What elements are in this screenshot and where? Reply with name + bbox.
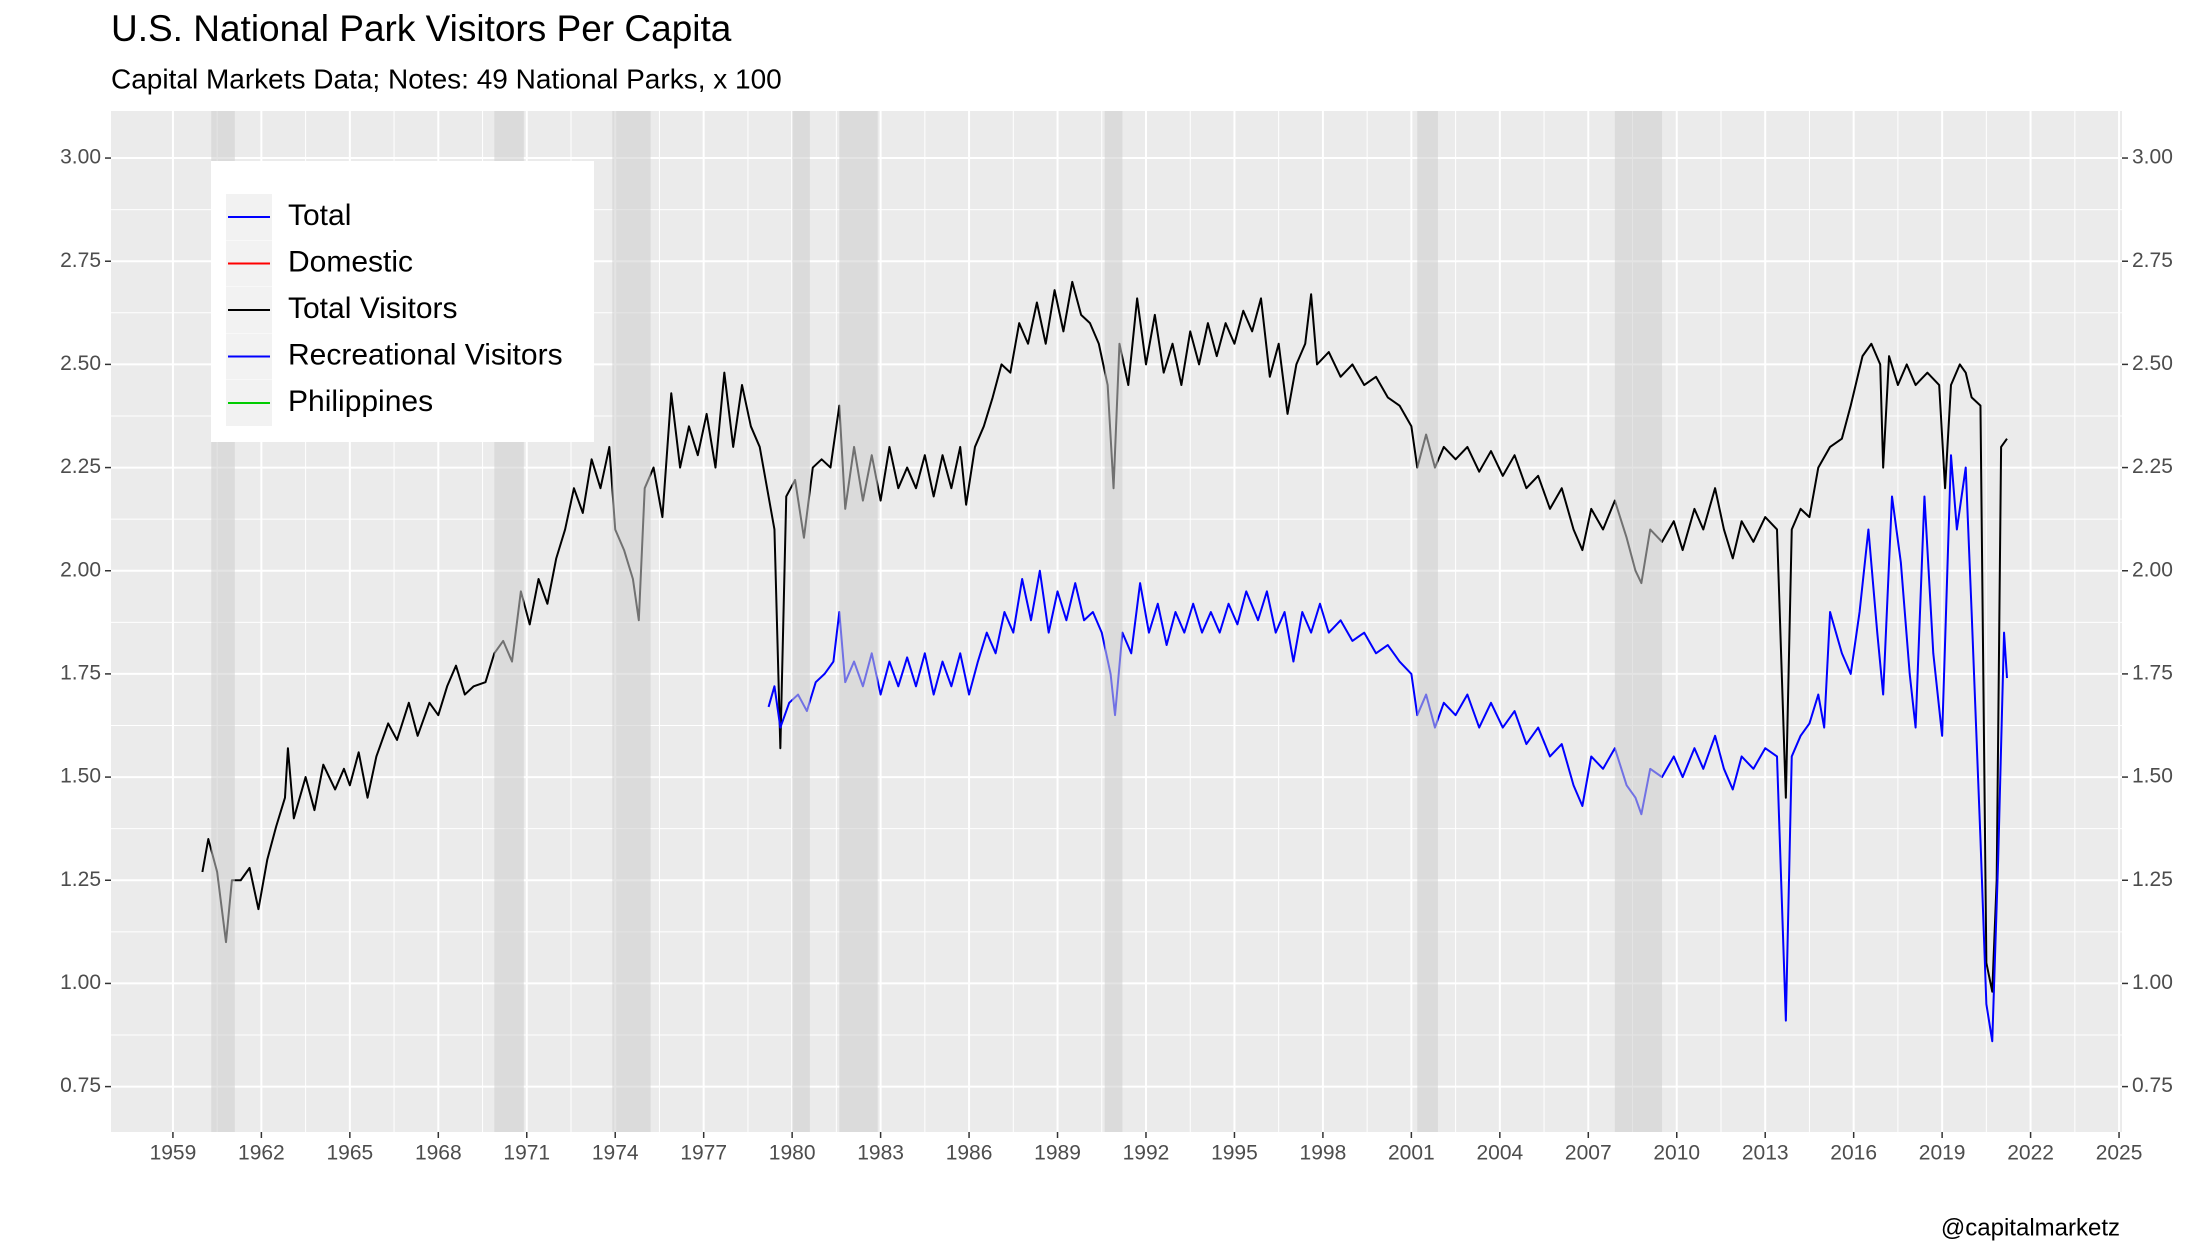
x-tick-label: 2025 bbox=[2096, 1142, 2143, 1165]
y-tick-label-right: 1.00 bbox=[2132, 971, 2173, 994]
y-tick-label-right: 1.75 bbox=[2132, 661, 2173, 684]
shaded-period bbox=[1614, 111, 1663, 1132]
x-tick-label: 1968 bbox=[415, 1142, 462, 1165]
y-tick-label: 2.00 bbox=[60, 558, 101, 581]
x-tick-label: 1995 bbox=[1211, 1142, 1258, 1165]
y-tick-label: 1.00 bbox=[60, 971, 101, 994]
chart-subtitle: Capital Markets Data; Notes: 49 National… bbox=[111, 63, 782, 94]
legend-label: Domestic bbox=[288, 245, 413, 278]
legend-label: Recreational Visitors bbox=[288, 338, 563, 371]
y-tick-label: 1.25 bbox=[60, 868, 101, 891]
y-tick-label: 0.75 bbox=[60, 1074, 101, 1097]
y-tick-label: 2.25 bbox=[60, 455, 101, 478]
y-tick-label-right: 2.25 bbox=[2132, 455, 2173, 478]
x-tick-label: 2016 bbox=[1830, 1142, 1877, 1165]
x-tick-label: 1998 bbox=[1300, 1142, 1347, 1165]
x-tick-label: 2013 bbox=[1742, 1142, 1789, 1165]
shaded-period bbox=[1104, 111, 1123, 1132]
x-tick-label: 2022 bbox=[2007, 1142, 2054, 1165]
y-tick-label-right: 3.00 bbox=[2132, 146, 2173, 169]
x-tick-label: 2019 bbox=[1919, 1142, 1966, 1165]
y-tick-label-right: 2.50 bbox=[2132, 352, 2173, 375]
y-tick-label-right: 2.00 bbox=[2132, 558, 2173, 581]
y-tick-label-right: 1.50 bbox=[2132, 765, 2173, 788]
y-tick-label: 2.75 bbox=[60, 249, 101, 272]
y-tick-label: 1.75 bbox=[60, 661, 101, 684]
legend-label: Philippines bbox=[288, 385, 433, 418]
x-tick-label: 1974 bbox=[592, 1142, 639, 1165]
x-tick-label: 2004 bbox=[1476, 1142, 1523, 1165]
x-tick-label: 1959 bbox=[150, 1142, 197, 1165]
legend-box bbox=[211, 161, 594, 442]
y-tick-label: 1.50 bbox=[60, 765, 101, 788]
shaded-period bbox=[839, 111, 878, 1132]
shaded-period bbox=[612, 111, 651, 1132]
shaded-period bbox=[792, 111, 810, 1132]
x-tick-label: 1980 bbox=[769, 1142, 816, 1165]
x-tick-label: 1986 bbox=[946, 1142, 993, 1165]
x-tick-label: 1992 bbox=[1123, 1142, 1170, 1165]
y-tick-label-right: 0.75 bbox=[2132, 1074, 2173, 1097]
legend-label: Total Visitors bbox=[288, 292, 458, 325]
x-tick-label: 1977 bbox=[680, 1142, 727, 1165]
x-tick-label: 1971 bbox=[503, 1142, 550, 1165]
x-tick-label: 1962 bbox=[238, 1142, 285, 1165]
legend: Total Domestic Total Visitors Recreational … bbox=[211, 161, 594, 442]
y-tick-label-right: 2.75 bbox=[2132, 249, 2173, 272]
x-tick-label: 2010 bbox=[1653, 1142, 1700, 1165]
y-tick-label-right: 1.25 bbox=[2132, 868, 2173, 891]
x-tick-label: 1989 bbox=[1034, 1142, 1081, 1165]
chart-title: U.S. National Park Visitors Per Capita bbox=[111, 8, 732, 49]
x-tick-label: 1983 bbox=[857, 1142, 904, 1165]
y-tick-label: 2.50 bbox=[60, 352, 101, 375]
series-line bbox=[767, 454, 2008, 1043]
legend-label: Total bbox=[288, 199, 351, 232]
x-tick-label: 1965 bbox=[326, 1142, 373, 1165]
caption: @capitalmarketz bbox=[1941, 1214, 2120, 1241]
shaded-period bbox=[1417, 111, 1438, 1132]
y-tick-label: 3.00 bbox=[60, 146, 101, 169]
x-tick-label: 2007 bbox=[1565, 1142, 1612, 1165]
x-tick-label: 2001 bbox=[1388, 1142, 1435, 1165]
